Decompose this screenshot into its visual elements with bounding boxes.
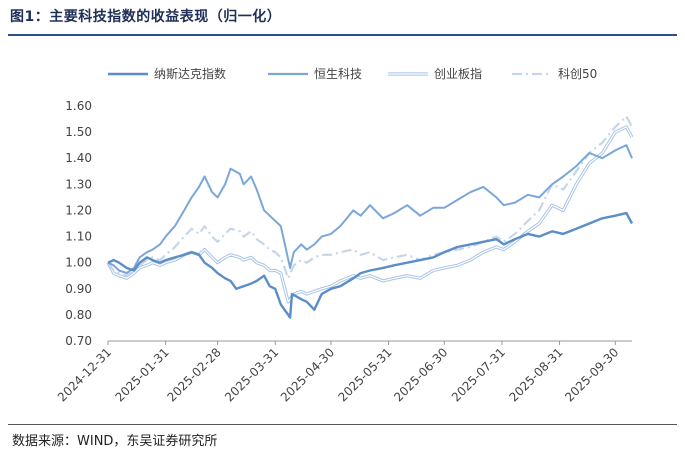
series-line-inner — [107, 126, 633, 303]
y-tick-label: 1.10 — [65, 230, 92, 244]
legend-label: 恒生科技 — [314, 67, 362, 81]
legend-item-2: 恒生科技 — [268, 67, 362, 81]
x-tick-label: 2025-09-30 — [562, 345, 621, 404]
y-tick-label: 0.70 — [65, 334, 92, 348]
y-tick-label: 1.50 — [65, 125, 92, 139]
y-tick-label: 1.40 — [65, 151, 92, 165]
source-note: 数据来源：WIND，东吴证券研究所 — [12, 434, 218, 449]
series-3 — [106, 125, 634, 304]
x-tick-label: 2025-02-28 — [165, 345, 224, 404]
x-tick-label: 2025-08-31 — [506, 345, 565, 404]
legend-item-4: 科创50 — [512, 67, 597, 81]
x-tick-label: 2024-12-31 — [55, 345, 114, 404]
y-tick-label: 0.90 — [65, 282, 92, 296]
chart-title: 图1：主要科技指数的收益表现（归一化） — [10, 9, 282, 25]
series-2 — [107, 144, 633, 275]
series-1 — [107, 211, 634, 319]
series-line — [107, 211, 634, 319]
chart-legend: 纳斯达克指数 恒生科技 创业板指 科创50 — [108, 66, 597, 81]
y-tick-label: 1.60 — [65, 99, 92, 113]
title-rule — [8, 34, 677, 36]
legend-item-3: 创业板指 — [388, 66, 482, 81]
x-tick-label: 2025-07-31 — [449, 345, 508, 404]
y-tick-label: 1.30 — [65, 177, 92, 191]
legend-label: 创业板指 — [434, 66, 482, 81]
x-tick-label: 2025-04-30 — [278, 345, 337, 404]
legend-label: 纳斯达克指数 — [154, 66, 226, 81]
x-tick-label: 2025-03-31 — [222, 345, 281, 404]
chart-series — [106, 115, 634, 319]
series-line — [107, 144, 633, 275]
y-tick-label: 1.00 — [65, 256, 92, 270]
legend-label: 科创50 — [558, 67, 597, 81]
x-tick-label: 2025-01-31 — [113, 345, 172, 404]
x-tick-label: 2025-06-30 — [391, 345, 450, 404]
source-rule — [8, 424, 677, 425]
legend-item-1: 纳斯达克指数 — [108, 66, 226, 81]
line-chart: 纳斯达克指数 恒生科技 创业板指 科创50 0.70 0.80 0.90 1.00 1.10 1… — [55, 66, 634, 404]
y-tick-label: 1.20 — [65, 203, 92, 217]
x-tick-label: 2025-05-31 — [335, 345, 394, 404]
y-tick-label: 0.80 — [65, 308, 92, 322]
series-4 — [107, 115, 633, 280]
series-line — [107, 115, 633, 280]
